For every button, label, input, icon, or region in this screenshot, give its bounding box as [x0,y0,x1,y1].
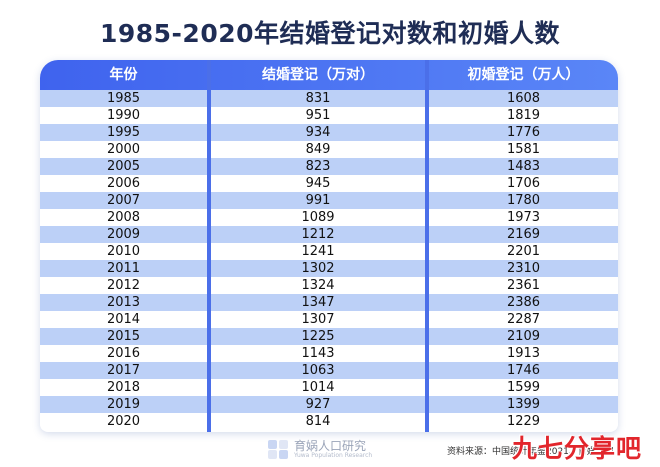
cell-first-marriages: 2386 [506,295,541,310]
cell-year: 2020 [106,414,141,429]
cell-marriages: 1307 [301,312,335,327]
cell-marriages: 1302 [301,261,335,276]
cell-first-marriages: 1581 [506,142,541,157]
cell-marriages: 1063 [301,363,335,378]
table-row: 2009 1212 2169 [40,226,618,243]
table-row: 1990 951 1819 [40,107,618,124]
table-row: 2007 991 1780 [40,192,618,209]
table-row: 2017 1063 1746 [40,362,618,379]
cell-year: 2011 [106,261,141,276]
cell-year: 2000 [106,142,141,157]
table-row: 2014 1307 2287 [40,311,618,328]
table-row: 2005 823 1483 [40,158,618,175]
cell-year: 2006 [106,176,141,191]
cell-first-marriages: 1229 [506,414,541,429]
table-body: 1985 831 1608 1990 951 1819 1995 934 1776 2000 849… [40,90,618,432]
cell-first-marriages: 1973 [506,210,541,225]
cell-year: 2008 [106,210,141,225]
cell-marriages: 1143 [301,346,335,361]
table-row: 2008 1089 1973 [40,209,618,226]
cell-first-marriages: 2310 [506,261,541,276]
table-row: 2016 1143 1913 [40,345,618,362]
cell-year: 2018 [106,380,141,395]
data-table: 年份 结婚登记（万对） 初婚登记（万人） 1985 831 1608 1990 951 1… [40,60,618,432]
cell-marriages: 927 [305,397,331,412]
cell-marriages: 1014 [301,380,335,395]
table-row: 2020 814 1229 [40,413,618,430]
cell-marriages: 991 [305,193,331,208]
cell-marriages: 823 [305,159,331,174]
table-row: 2006 945 1706 [40,175,618,192]
cell-first-marriages: 2361 [506,278,541,293]
cell-first-marriages: 2109 [506,329,541,344]
column-divider [207,60,211,432]
cell-first-marriages: 2287 [506,312,541,327]
cell-marriages: 1324 [301,278,335,293]
cell-year: 2012 [106,278,141,293]
cell-year: 2007 [106,193,141,208]
cell-first-marriages: 1746 [506,363,541,378]
brand-logo-subtext: Yuwa Population Research [294,452,373,459]
cell-marriages: 1089 [301,210,335,225]
cell-marriages: 831 [305,91,331,106]
table-row: 2011 1302 2310 [40,260,618,277]
brand-logo: 育娲人口研究 Yuwa Population Research [266,436,396,462]
cell-marriages: 951 [305,108,331,123]
table-row: 2015 1225 2109 [40,328,618,345]
cell-marriages: 849 [305,142,331,157]
cell-first-marriages: 1483 [506,159,541,174]
table-row: 2019 927 1399 [40,396,618,413]
cell-marriages: 1225 [301,329,335,344]
table-row: 2018 1014 1599 [40,379,618,396]
cell-year: 1995 [106,125,141,140]
cell-marriages: 934 [305,125,331,140]
cell-first-marriages: 1819 [506,108,541,123]
watermark: 九七分享吧 [512,434,643,463]
brand-logo-text: 育娲人口研究 [294,439,367,453]
table-row: 2000 849 1581 [40,141,618,158]
cell-year: 2015 [106,329,141,344]
cell-year: 2016 [106,346,141,361]
column-header-year: 年份 [109,67,138,83]
cell-year: 2017 [106,363,141,378]
table-row: 2013 1347 2386 [40,294,618,311]
column-header-marriages: 结婚登记（万对） [262,67,374,83]
chart-title: 1985-2020年结婚登记对数和初婚人数 [99,19,561,48]
cell-first-marriages: 1913 [506,346,541,361]
cell-marriages: 1241 [301,244,335,259]
table-row: 1985 831 1608 [40,90,618,107]
source-note: 资料来源：中国统计年鉴2021、育娲人口 [447,447,614,457]
cell-first-marriages: 2169 [506,227,541,242]
cell-year: 2005 [106,159,141,174]
cell-marriages: 1347 [301,295,335,310]
table-row: 1995 934 1776 [40,124,618,141]
cell-year: 2019 [106,397,141,412]
cell-year: 2009 [106,227,141,242]
cell-marriages: 814 [305,414,331,429]
cell-first-marriages: 1706 [506,176,541,191]
column-divider [425,60,429,432]
cell-first-marriages: 1599 [506,380,541,395]
cell-year: 2010 [106,244,141,259]
cell-year: 1990 [106,108,141,123]
table-header: 年份 结婚登记（万对） 初婚登记（万人） [40,60,618,90]
cell-first-marriages: 1776 [506,125,541,140]
cell-year: 1985 [106,91,141,106]
cell-first-marriages: 1399 [506,397,541,412]
cell-marriages: 1212 [301,227,335,242]
cell-first-marriages: 1780 [506,193,541,208]
cell-marriages: 945 [305,176,331,191]
cell-year: 2013 [106,295,141,310]
table-row: 2010 1241 2201 [40,243,618,260]
table-row: 2012 1324 2361 [40,277,618,294]
column-header-first-marriages: 初婚登记（万人） [467,67,580,83]
cell-first-marriages: 2201 [506,244,541,259]
brand-logo-icon [268,440,288,459]
cell-first-marriages: 1608 [506,91,541,106]
cell-year: 2014 [106,312,141,327]
